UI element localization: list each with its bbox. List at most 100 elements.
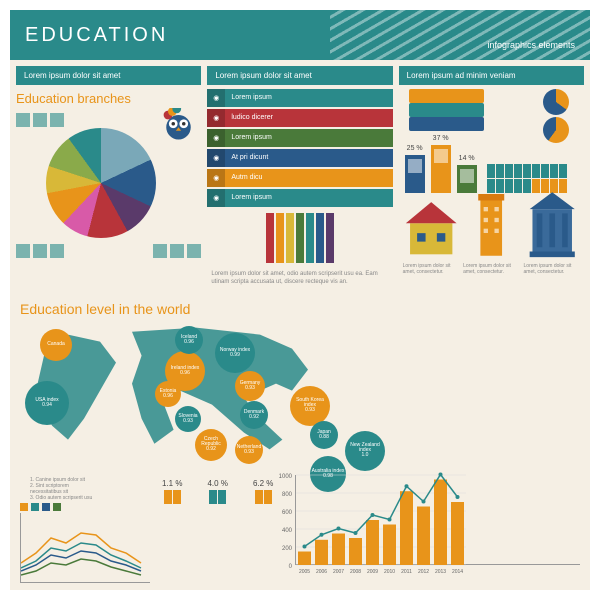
svg-text:2008: 2008 [350,569,361,575]
list-item: ◉Lorem ipsum [207,129,392,147]
col1-header: Lorem ipsum dolor sit amet [16,66,201,85]
list-item: ◉ludico dicerer [207,109,392,127]
world-title: Education level in the world [10,297,590,321]
book-icon [409,103,484,117]
pencil-icon [306,213,314,263]
column-3: Lorem ipsum ad minim veniam 25 % 37 % 14 %… [399,66,584,291]
line-chart [20,513,150,583]
list-item: ◉At pri dicunt [207,149,392,167]
svg-text:400: 400 [282,528,293,534]
percent-stat: 6.2 % [253,479,273,504]
books-stack [399,89,584,139]
map-bubble: Norway index0.99 [215,333,255,373]
col2-lorem: Lorem ipsum dolor sit amet, odio autem s… [207,267,392,291]
percent-row: 1.1 %4.0 %6.2 % [158,475,277,508]
person-icon [496,164,504,178]
person-icon [505,179,513,193]
person-icon [550,164,558,178]
stat-bars: 25 % 37 % 14 % [399,143,483,193]
header: EDUCATION infographics elements [10,10,590,60]
svg-text:200: 200 [282,546,293,552]
building-captions: Lorem ipsum dolor sit amet, consectetur.… [399,263,584,275]
museum-icon [524,188,580,259]
tower-icon [463,194,519,259]
page-subtitle: infographics elements [487,40,575,50]
pencil-icon [276,213,284,263]
person-icon [541,164,549,178]
column-2: Lorem ipsum dolor sit amet ◉Lorem ipsum◉… [207,66,392,291]
person-icon [487,164,495,178]
linechart-legend [20,503,150,511]
bottom-left: 1. Canine ipsum dolor sit 2. Sint script… [20,475,150,583]
page-title: EDUCATION [25,24,168,47]
col3-header: Lorem ipsum ad minim veniam [399,66,584,85]
percent-stat: 4.0 % [207,479,227,504]
pie-chart [46,128,156,238]
header-stripes [330,10,590,60]
list-item: ◉Lorem ipsum [207,89,392,107]
map-bubble: Canada [40,329,72,361]
map-bubble: Japan0.88 [310,421,338,449]
pencil-icon [286,213,294,263]
pencil-icon [326,213,334,263]
person-icon [487,179,495,193]
svg-text:2007: 2007 [333,569,344,575]
svg-text:800: 800 [282,492,293,498]
book-icon [409,117,484,131]
svg-text:2011: 2011 [402,569,413,575]
list-item: ◉Autm dicu [207,169,392,187]
book-icon [409,89,484,103]
infographic-page: EDUCATION infographics elements Lorem ip… [10,10,590,590]
map-bubble: Germany0.93 [235,371,265,401]
svg-text:2014: 2014 [452,569,463,575]
svg-text:2005: 2005 [299,569,310,575]
pencil-icon [316,213,324,263]
world-map-section: CanadaUSA index0.94Ireland index0.96Icel… [10,321,590,471]
top-columns: Lorem ipsum dolor sit amet Education bra… [10,60,590,297]
person-icon [514,164,522,178]
map-bubble: Estonia0.96 [155,381,181,407]
category-list: ◉Lorem ipsum ◉ludico dicerer ◉Lorem ipsum ◉… [207,89,392,207]
svg-text:600: 600 [282,510,293,516]
svg-text:2009: 2009 [367,569,378,575]
map-bubble: Czech Republic0.92 [195,429,227,461]
col2-header: Lorem ipsum dolor sit amet [207,66,392,85]
pie-chart-wrap [16,108,201,258]
col1-title: Education branches [16,89,201,108]
pencils-row [207,209,392,267]
stat-bar: 14 % [457,165,477,193]
bar-chart: 0200400600800100020052006200720082009201… [295,475,580,565]
person-icon [505,164,513,178]
house-icon [403,188,459,259]
mini-pie [543,89,569,115]
mini-pie [543,117,569,143]
map-bubble: USA index0.94 [25,381,69,425]
stat-bar: 25 % [405,155,425,193]
svg-text:2010: 2010 [384,569,395,575]
map-bubble: Iceland0.96 [175,326,203,354]
pencil-icon [266,213,274,263]
list-item: ◉Lorem ipsum [207,189,392,207]
map-bubble: New Zealand index1.0 [345,431,385,471]
svg-text:1000: 1000 [279,474,293,480]
person-icon [496,179,504,193]
footnote: 1. Canine ipsum dolor sit 2. Sint script… [20,475,150,503]
svg-text:2013: 2013 [435,569,446,575]
person-icon [523,164,531,178]
pencil-icon [296,213,304,263]
svg-text:2012: 2012 [418,569,429,575]
owl-icon [161,108,196,143]
person-icon [559,164,567,178]
bottom-row: 1. Canine ipsum dolor sit 2. Sint script… [10,471,590,587]
person-icon [514,179,522,193]
column-1: Lorem ipsum dolor sit amet Education bra… [16,66,201,291]
person-icon [532,164,540,178]
stat-bar: 37 % [431,145,451,193]
map-bubble: Slovenia0.93 [175,406,201,432]
map-bubble: South Korea index0.93 [290,386,330,426]
svg-text:0: 0 [289,564,293,570]
buildings-row [399,193,584,263]
map-bubble: Denmark0.92 [240,401,268,429]
bottom-mid: 1.1 %4.0 %6.2 % [158,475,277,583]
svg-text:2006: 2006 [316,569,327,575]
